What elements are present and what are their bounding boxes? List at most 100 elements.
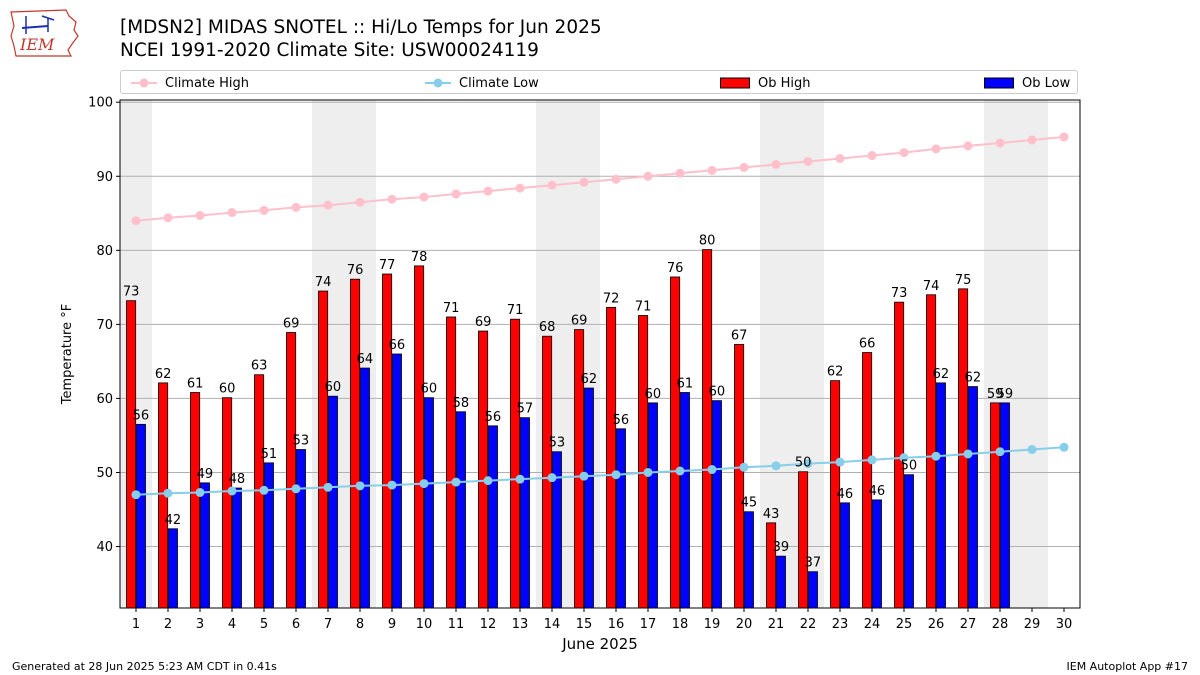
y-tick-label: 70 xyxy=(96,318,113,333)
x-tick-label: 5 xyxy=(260,617,268,632)
x-tick-label: 21 xyxy=(768,617,785,632)
x-tick-label: 4 xyxy=(228,617,236,632)
ob-high-bar xyxy=(958,288,969,609)
climate-high-point xyxy=(803,156,813,166)
footer-generated-text: Generated at 28 Jun 2025 5:23 AM CDT in … xyxy=(12,660,277,673)
ob-high-bar-label: 74 xyxy=(923,279,940,294)
ob-high-bar xyxy=(734,343,745,609)
x-tick-label: 13 xyxy=(512,617,529,632)
x-tick-label: 6 xyxy=(292,617,300,632)
climate-low-point xyxy=(483,476,493,486)
x-tick-label: 15 xyxy=(576,617,593,632)
iem-logo-text: IEM xyxy=(19,35,55,54)
ob-low-bar-label: 53 xyxy=(549,436,566,451)
ob-low-bar xyxy=(999,402,1010,609)
ob-low-swatch-icon xyxy=(984,77,1014,89)
climate-high-point xyxy=(899,148,909,158)
ob-low-bar xyxy=(775,555,786,609)
climate-low-point xyxy=(131,490,141,500)
ob-high-bar-label: 62 xyxy=(827,365,844,380)
ob-high-bar xyxy=(670,276,681,609)
ob-low-bar-label: 56 xyxy=(133,408,150,423)
climate-high-point xyxy=(387,194,397,204)
ob-low-bar xyxy=(167,528,178,609)
x-tick-label: 24 xyxy=(864,617,881,632)
climate-low-line xyxy=(135,446,1065,496)
ob-low-bar-label: 48 xyxy=(229,472,246,487)
ob-low-bar-label: 62 xyxy=(965,371,982,386)
ob-high-bar-label: 62 xyxy=(155,367,172,382)
ob-low-bar xyxy=(423,397,434,609)
x-tick-label: 2 xyxy=(164,617,172,632)
climate-low-point xyxy=(227,486,237,496)
ob-low-bar-label: 64 xyxy=(357,352,374,367)
ob-low-bar xyxy=(519,417,530,609)
ob-low-bar-label: 37 xyxy=(805,556,822,571)
ob-low-bar xyxy=(583,387,594,609)
climate-low-point xyxy=(579,471,589,481)
ob-high-bar-label: 71 xyxy=(507,303,524,318)
y-axis-label: Temperature °F xyxy=(60,304,75,405)
ob-high-swatch-icon xyxy=(720,77,750,89)
x-tick-label: 8 xyxy=(356,617,364,632)
legend-label-ob-high: Ob High xyxy=(758,75,811,91)
ob-low-bar-label: 57 xyxy=(517,402,534,417)
plot-frame xyxy=(119,99,1081,609)
ob-high-bar-label: 72 xyxy=(603,291,620,306)
climate-high-point xyxy=(963,141,973,151)
climate-high-point xyxy=(227,208,237,218)
ob-low-bar xyxy=(455,411,466,609)
climate-high-line-marker-icon xyxy=(131,78,157,88)
ob-low-bar-label: 53 xyxy=(293,434,310,449)
ob-high-bar xyxy=(382,273,393,609)
footer-app-text: IEM Autoplot App #17 xyxy=(1066,660,1189,673)
ob-high-bar xyxy=(446,316,457,609)
ob-high-bar-label: 63 xyxy=(251,359,268,374)
x-tick-label: 23 xyxy=(832,617,849,632)
ob-high-bar-label: 73 xyxy=(891,286,908,301)
climate-low-point xyxy=(547,473,557,483)
ob-low-bar-label: 46 xyxy=(837,487,854,502)
climate-high-point xyxy=(771,159,781,169)
x-tick-label: 19 xyxy=(704,617,721,632)
ob-low-bar-label: 62 xyxy=(933,367,950,382)
x-axis-label: June 2025 xyxy=(561,635,638,653)
ob-low-bar xyxy=(231,487,242,609)
ob-low-bar-label: 62 xyxy=(581,372,598,387)
ob-high-bar-label: 68 xyxy=(539,320,556,335)
climate-high-point xyxy=(451,189,461,199)
x-tick-label: 30 xyxy=(1056,617,1073,632)
ob-high-bar-label: 66 xyxy=(859,337,876,352)
climate-high-point xyxy=(611,174,621,184)
climate-high-point xyxy=(483,186,493,196)
value-labels: 73 56 62 42 61 49 60 48 63 51 69 53 74 60 76 64 77 66 78 60… xyxy=(123,234,1013,571)
ob-high-bar-label: 74 xyxy=(315,275,332,290)
ob-low-bar xyxy=(295,449,306,609)
climate-low-point xyxy=(291,484,301,494)
x-tick-label: 12 xyxy=(480,617,497,632)
ob-high-bar xyxy=(926,294,937,609)
ob-high-bar xyxy=(350,278,361,609)
ob-low-bar-label: 56 xyxy=(613,413,630,428)
ob-high-bar-label: 50 xyxy=(795,456,812,471)
ob-low-bar-label: 58 xyxy=(453,396,470,411)
ob-high-bar xyxy=(190,392,201,609)
ob-low-bar-label: 59 xyxy=(997,387,1014,402)
ob-low-bar xyxy=(871,499,882,609)
x-tick-label: 17 xyxy=(640,617,657,632)
y-tick-label: 90 xyxy=(96,170,113,185)
climate-high-point xyxy=(867,151,877,161)
ob-high-bar-label: 43 xyxy=(763,507,780,522)
ob-high-bar-label: 71 xyxy=(635,299,652,314)
ob-low-bar-label: 60 xyxy=(421,382,438,397)
ob-low-bar xyxy=(135,423,146,609)
x-tick-label: 26 xyxy=(928,617,945,632)
ob-low-bar xyxy=(679,392,690,609)
ob-high-bar xyxy=(990,402,1001,609)
ob-high-bar xyxy=(478,330,489,609)
chart-subtitle: NCEI 1991-2020 Climate Site: USW00024119 xyxy=(120,40,539,61)
climate-low-point xyxy=(195,487,205,497)
climate-low-point xyxy=(419,479,429,489)
ob-high-bar xyxy=(542,335,553,609)
ob-low-bar xyxy=(743,511,754,609)
